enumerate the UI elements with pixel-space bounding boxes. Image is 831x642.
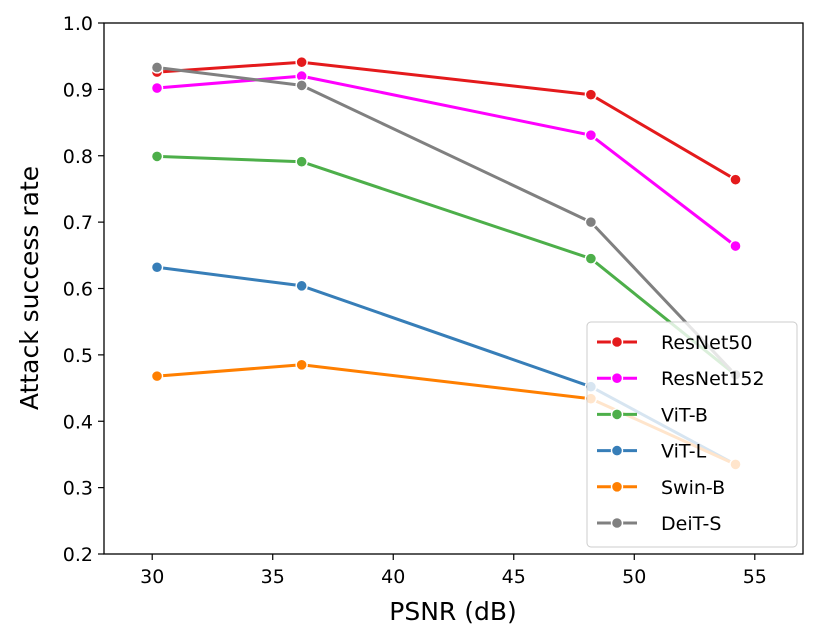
- data-point-resnet50: [729, 173, 742, 186]
- y-tick-label: 0.4: [63, 411, 93, 433]
- series-line-resnet152: [156, 74, 737, 248]
- data-point-vit-b: [584, 252, 598, 265]
- data-point-resnet50: [295, 55, 308, 69]
- axes: 30 35 40 45 50 55 0.2 0.3 0.4 0.5 0.6 0.7 0.8 0.9 1.0: [63, 13, 804, 588]
- x-tick-label: 40: [381, 566, 405, 588]
- y-tick-label: 0.2: [63, 544, 93, 566]
- y-tick-label: 0.8: [63, 146, 93, 168]
- legend-label: Swin-B: [661, 477, 725, 499]
- data-point-vit-b: [295, 155, 308, 168]
- legend-box: [586, 321, 798, 548]
- y-tick-label: 0.6: [63, 279, 93, 301]
- legend-label: DeiT-S: [661, 513, 721, 535]
- series-line-deit-s: [156, 66, 737, 376]
- y-tick-label: 0.5: [63, 345, 93, 367]
- data-point-deit-s: [295, 79, 308, 92]
- legend-swatch-marker: [610, 516, 624, 530]
- x-tick-label: 45: [502, 566, 526, 588]
- data-point-vit-l: [295, 279, 308, 293]
- series-line-vit-b: [156, 154, 737, 376]
- y-tick-label: 0.7: [63, 212, 93, 234]
- x-axis-label: PSNR (dB): [389, 597, 517, 626]
- data-point-vit-l: [150, 261, 164, 274]
- data-point-swin-b: [150, 369, 164, 383]
- legend-swatch-marker: [610, 480, 624, 493]
- legend-swatch-marker: [610, 408, 624, 421]
- series-line-resnet50: [156, 60, 737, 181]
- x-tick-label: 30: [140, 566, 164, 588]
- legend-swatch-marker: [610, 372, 624, 385]
- x-tick-label: 35: [261, 566, 285, 588]
- data-point-deit-s: [584, 215, 598, 229]
- y-tick-label: 0.9: [63, 79, 93, 101]
- data-point-resnet152: [729, 239, 742, 253]
- legend-swatch-marker: [610, 335, 624, 349]
- legend-label: ResNet152: [661, 368, 765, 390]
- legend-label: ViT-L: [661, 441, 707, 463]
- legend: ResNet50 ResNet152 ViT-B ViT-L Swin-B DeiT-S: [586, 321, 798, 548]
- data-point-resnet152: [584, 128, 598, 142]
- y-tick-label: 0.3: [63, 478, 93, 500]
- data-point-swin-b: [295, 358, 308, 372]
- x-tick-label: 55: [743, 566, 767, 588]
- legend-label: ViT-B: [661, 404, 708, 426]
- x-tick-label: 50: [622, 566, 646, 588]
- data-point-resnet152: [150, 81, 164, 95]
- y-tick-label: 1.0: [63, 13, 93, 35]
- legend-swatch-marker: [610, 444, 624, 457]
- legend-label: ResNet50: [661, 332, 752, 354]
- data-point-resnet50: [584, 88, 598, 101]
- data-point-deit-s: [150, 61, 164, 74]
- data-point-vit-b: [150, 150, 164, 163]
- y-axis-label: Attack success rate: [15, 166, 44, 410]
